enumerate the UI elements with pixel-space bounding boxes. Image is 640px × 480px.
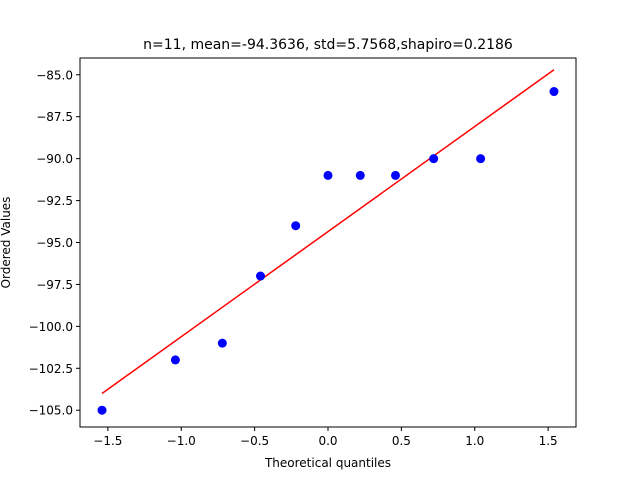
x-axis: −1.5 −1.0 −0.5 0.0 0.5 1.0 1.5 bbox=[93, 427, 558, 448]
data-point bbox=[255, 271, 265, 281]
data-point bbox=[291, 221, 301, 231]
y-tick-label: −100.0 bbox=[29, 320, 73, 334]
x-tick-label: 0.5 bbox=[392, 434, 411, 448]
x-tick-label: 1.0 bbox=[465, 434, 484, 448]
y-tick-label: −105.0 bbox=[29, 404, 73, 418]
y-tick-label: −92.5 bbox=[36, 194, 73, 208]
data-point bbox=[429, 154, 439, 164]
y-axis: −85.0 −87.5 −90.0 −92.5 −95.0 −97.5 −100.0 −102… bbox=[29, 68, 80, 418]
y-tick-label: −102.5 bbox=[29, 362, 73, 376]
x-axis-title: Theoretical quantiles bbox=[264, 456, 391, 470]
fit-line bbox=[101, 69, 555, 395]
data-point bbox=[170, 355, 180, 365]
plot-frame bbox=[79, 57, 577, 428]
data-point bbox=[217, 338, 227, 348]
x-tick-label: −0.5 bbox=[240, 434, 269, 448]
y-axis-title: Ordered Values bbox=[0, 197, 13, 289]
plot-content bbox=[97, 69, 559, 415]
y-tick-label: −85.0 bbox=[36, 68, 73, 82]
data-point bbox=[549, 87, 559, 97]
data-point bbox=[391, 170, 401, 180]
chart-title: n=11, mean=-94.3636, std=5.7568,shapiro=… bbox=[143, 37, 513, 53]
data-point bbox=[323, 170, 333, 180]
data-point bbox=[97, 405, 107, 415]
x-tick-label: 0.0 bbox=[318, 434, 337, 448]
x-tick-label: −1.0 bbox=[167, 434, 196, 448]
y-tick-label: −87.5 bbox=[36, 110, 73, 124]
data-point bbox=[476, 154, 486, 164]
data-point bbox=[355, 170, 365, 180]
y-tick-label: −90.0 bbox=[36, 152, 73, 166]
x-tick-label: −1.5 bbox=[93, 434, 122, 448]
y-tick-label: −95.0 bbox=[36, 236, 73, 250]
y-tick-label: −97.5 bbox=[36, 278, 73, 292]
x-tick-label: 1.5 bbox=[539, 434, 558, 448]
